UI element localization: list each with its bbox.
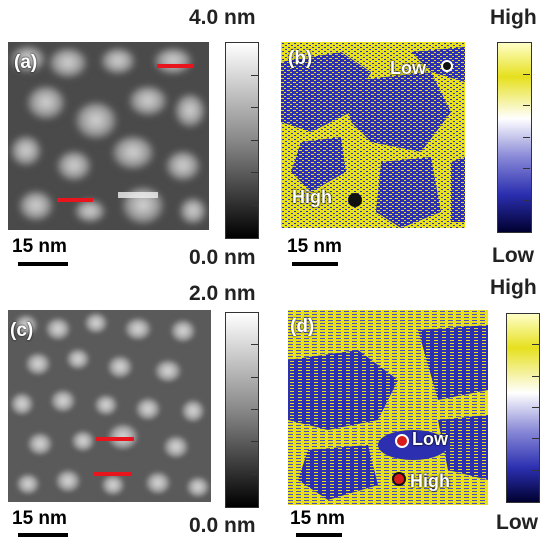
colorbar-tick: [251, 140, 258, 141]
low-marker: [395, 434, 409, 448]
colorbar-tick: [532, 470, 539, 471]
highlight-line: [96, 437, 134, 441]
colorbar-tick: [523, 74, 530, 75]
panel-label-a: (a): [14, 52, 38, 73]
high-marker: [392, 472, 406, 486]
colorbar-tick: [251, 172, 258, 173]
colorbar-tick: [251, 441, 258, 442]
colorbar-blue-yellow: [497, 42, 532, 233]
colorbar-grayscale: [225, 312, 259, 508]
marker-label-high: High: [410, 471, 450, 491]
high-marker: [348, 193, 362, 207]
scale-bar: [296, 533, 342, 537]
highlight-line: [157, 64, 193, 68]
colorbar-min-label: 0.0 nm: [189, 246, 256, 269]
colorbar-max-label: High: [490, 6, 537, 29]
scale-bar-label: 15 nm: [287, 236, 342, 257]
scale-bar: [292, 262, 338, 266]
scale-bar-label: 15 nm: [12, 236, 67, 257]
colorbar-tick: [532, 438, 539, 439]
colorbar-tick: [523, 200, 530, 201]
colorbar-tick: [523, 105, 530, 106]
scale-bar-label: 15 nm: [290, 508, 345, 529]
colorbar-tick: [532, 376, 539, 377]
marker-label-high: High: [292, 187, 332, 207]
colorbar-max-label: 4.0 nm: [189, 6, 256, 29]
colorbar-tick: [532, 344, 539, 345]
low-marker: [441, 60, 453, 72]
property-map-d: [288, 310, 488, 505]
panel-label-d: (d): [290, 316, 315, 337]
scale-bar: [18, 533, 68, 537]
scale-bar-label: 15 nm: [12, 508, 67, 529]
colorbar-tick: [251, 344, 258, 345]
colorbar-tick: [251, 474, 258, 475]
colorbar-tick: [523, 137, 530, 138]
colorbar-max-label: High: [490, 276, 537, 299]
colorbar-min-label: Low: [492, 244, 534, 267]
colorbar-min-label: Low: [496, 511, 538, 534]
colorbar-min-label: 0.0 nm: [189, 514, 256, 537]
panel-label-c: (c): [10, 320, 34, 341]
colorbar-tick: [251, 409, 258, 410]
colorbar-tick: [251, 205, 258, 206]
scale-bar: [18, 262, 68, 266]
highlight-line: [57, 198, 93, 202]
panel-label-b: (b): [288, 48, 313, 69]
colorbar-tick: [251, 377, 258, 378]
topography-image-a: [8, 42, 209, 230]
marker-label-low: Low: [390, 58, 426, 78]
colorbar-tick: [532, 407, 539, 408]
property-map-b: [281, 42, 465, 228]
colorbar-yellow-blue: [506, 313, 540, 503]
highlight-line: [94, 472, 132, 476]
colorbar-tick: [251, 75, 258, 76]
marker-label-low: Low: [412, 429, 448, 449]
colorbar-max-label: 2.0 nm: [189, 282, 256, 305]
topography-image-c: [8, 310, 211, 502]
colorbar-tick: [523, 168, 530, 169]
colorbar-tick: [251, 107, 258, 108]
